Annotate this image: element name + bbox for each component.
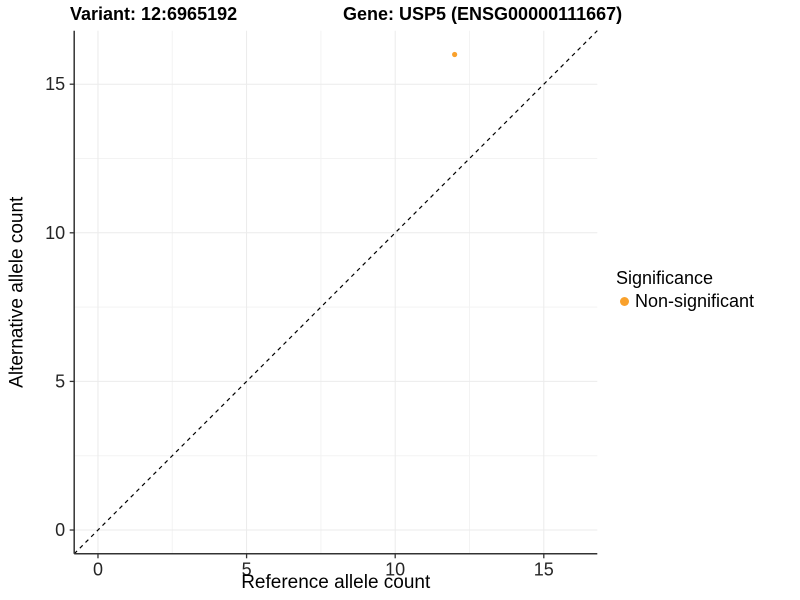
x-axis-title: Reference allele count — [241, 572, 431, 593]
data-point — [452, 51, 458, 58]
legend-item-label: Non-significant — [635, 291, 755, 311]
legend-title: Significance — [616, 268, 714, 288]
legend: Significance Non-significant — [614, 268, 754, 311]
identity-line — [73, 30, 598, 555]
variant-title: Variant: 12:6965192 — [70, 4, 238, 24]
legend-item: Non-significant — [614, 291, 754, 311]
legend-point-icon — [620, 296, 629, 306]
y-axis-title: Alternative allele count — [7, 196, 28, 388]
x-tick-label: 0 — [93, 560, 103, 580]
y-tick-label: 0 — [55, 520, 65, 540]
gene-title: Gene: USP5 (ENSG00000111667) — [343, 4, 623, 24]
x-tick-label: 15 — [534, 560, 554, 580]
plot-title-row: Variant: 12:6965192 Gene: USP5 (ENSG0000… — [0, 3, 800, 27]
x-tick-label: 5 — [242, 560, 252, 580]
y-tick-label: 15 — [45, 74, 65, 94]
x-tick-label: 10 — [385, 560, 405, 580]
y-tick-label: 10 — [45, 223, 65, 243]
y-tick-label: 5 — [55, 371, 65, 391]
